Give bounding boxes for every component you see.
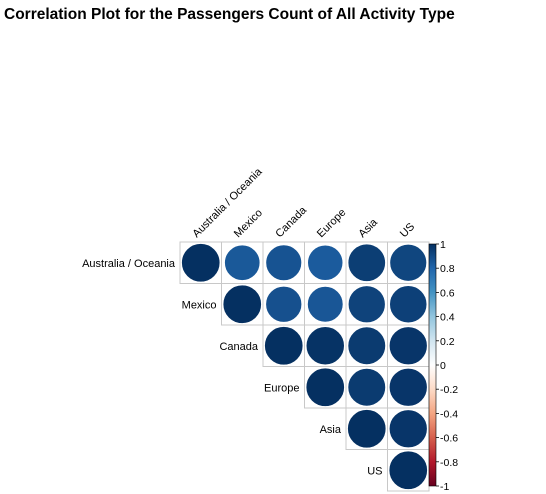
column-label: Mexico	[232, 207, 265, 240]
colorbar-tick-label: 1	[440, 239, 446, 251]
colorbar-tick-label: 0	[440, 360, 446, 372]
row-label: Mexico	[182, 299, 217, 311]
colorbar-tick-label: -0.4	[440, 408, 458, 420]
corr-circle-2-2	[264, 326, 304, 366]
corr-circle-5-5	[388, 450, 428, 490]
corr-circle-0-3	[307, 244, 344, 281]
corr-circle-1-3	[306, 285, 344, 323]
colorbar-gradient	[428, 243, 437, 487]
circle-layer	[181, 243, 428, 490]
row-label: Europe	[264, 382, 299, 394]
corr-circle-4-5	[388, 409, 428, 449]
colorbar-tick-label: -0.8	[440, 457, 458, 469]
colorbar-tick-label: -0.2	[440, 384, 458, 396]
corr-circle-2-5	[388, 326, 428, 366]
corr-circle-0-1	[224, 244, 261, 281]
corr-circle-1-1	[222, 284, 262, 324]
row-label: Asia	[320, 424, 342, 436]
colorbar-tick-label: -0.6	[440, 433, 458, 445]
colorbar-tick-label: 0.6	[440, 287, 455, 299]
row-label: Canada	[219, 341, 258, 353]
colorbar-tick-label: 0.8	[440, 263, 455, 275]
corr-circle-1-5	[389, 285, 428, 324]
column-label: Europe	[315, 207, 349, 241]
corr-circle-0-2	[265, 244, 303, 282]
column-label: Canada	[273, 204, 309, 240]
colorbar-tick-label: 0.4	[440, 312, 455, 324]
corr-circle-4-4	[347, 409, 387, 449]
corr-circle-1-2	[265, 285, 303, 323]
row-label: US	[367, 465, 382, 477]
corr-circle-0-0	[181, 243, 221, 283]
column-label: US	[398, 221, 417, 240]
column-label: Asia	[356, 216, 380, 240]
corr-circle-2-4	[347, 326, 387, 366]
column-label: Australia / Oceania	[190, 165, 265, 240]
corr-circle-0-5	[389, 243, 428, 282]
corr-circle-0-4	[347, 243, 386, 282]
corr-circle-1-4	[347, 285, 386, 324]
chart-title: Correlation Plot for the Passengers Coun…	[4, 6, 455, 23]
grid-layer	[179, 241, 430, 492]
row-label: Australia / Oceania	[82, 258, 176, 270]
corr-circle-2-3	[305, 326, 345, 366]
corr-circle-3-3	[305, 367, 345, 407]
colorbar: 1 0.8 0.6 0.4 0.2 0 -0.2 -0.4 -0.6 -0.8 -1	[428, 239, 458, 493]
corr-circle-3-4	[347, 367, 387, 407]
colorbar-tick-label: 0.2	[440, 336, 455, 348]
corr-circle-3-5	[388, 367, 428, 407]
colorbar-tick-label: -1	[440, 481, 449, 493]
